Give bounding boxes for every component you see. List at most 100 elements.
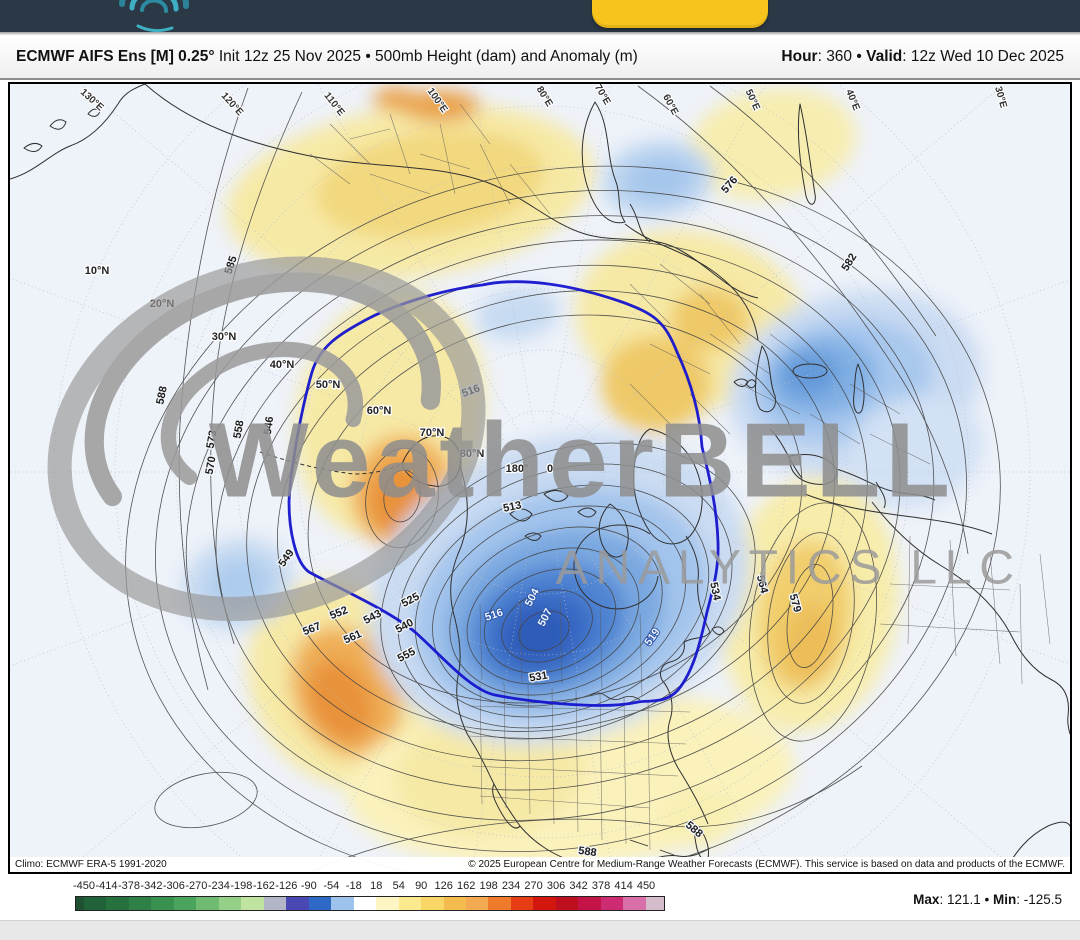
lat-label: 60°N xyxy=(367,405,392,417)
lon-label: 40°E xyxy=(843,88,861,113)
weather-map: 585 588 573 558 546 570 549 525 552 543 540 567 561 5… xyxy=(8,82,1072,874)
lat-label: 50°N xyxy=(316,379,341,391)
product-header: ECMWF AIFS Ens [M] 0.25° Init 12z 25 Nov… xyxy=(0,35,1080,80)
colorbar-cell xyxy=(241,897,264,910)
colorbar-tick-label: -18 xyxy=(345,880,362,892)
colorbar-cell xyxy=(286,897,309,910)
topbar-divider xyxy=(0,32,1080,35)
colorbar-tick-label: -162 xyxy=(252,880,275,892)
colorbar-cell xyxy=(128,897,152,910)
contour-label: 534 xyxy=(707,581,723,602)
colorbar-tick-label: -270 xyxy=(185,880,208,892)
colorbar-cell xyxy=(488,897,511,910)
colorbar-tick-label: 162 xyxy=(456,880,476,892)
lat-label: 0 xyxy=(547,463,553,475)
interior-borders xyxy=(309,103,1051,851)
colorbar-cell xyxy=(623,897,646,910)
colorbar xyxy=(75,896,665,911)
colorbar-cell xyxy=(76,897,84,910)
colorbar-tick-label: 126 xyxy=(434,880,453,892)
colorbar-cell xyxy=(353,897,377,910)
map-footer: Climo: ECMWF ERA-5 1991-2020 © 2025 Euro… xyxy=(10,857,1070,872)
contour-label: 585 xyxy=(223,254,240,275)
contour-label: 570 xyxy=(204,455,219,475)
colorbar-tick-label: -306 xyxy=(162,880,185,892)
colorbar-tick-label: 90 xyxy=(415,880,428,892)
colorbar-cell xyxy=(376,897,399,910)
colorbar-cell xyxy=(218,897,242,910)
lon-label: 30°E xyxy=(992,85,1009,109)
cta-button[interactable] xyxy=(592,0,768,28)
contour-label: 582 xyxy=(840,251,860,273)
colorbar-tick-label: -342 xyxy=(140,880,163,892)
colorbar-tick-label: 414 xyxy=(614,880,633,892)
colorbar-cell xyxy=(263,897,287,910)
lat-label: 80°N xyxy=(460,448,485,460)
colorbar-tick-label: 450 xyxy=(636,880,656,892)
colorbar-tick-label: 378 xyxy=(591,880,611,892)
colorbar-tick-label: -54 xyxy=(323,880,340,892)
contour-label: 531 xyxy=(528,670,548,685)
colorbar-band: -450 -414 -378 -342 -306 -270 -234 -198 -162 -126… xyxy=(0,874,1080,920)
colorbar-cell xyxy=(84,897,107,910)
contour-label: 588 xyxy=(154,385,170,405)
lat-label: 10°N xyxy=(85,265,110,277)
weatherbell-swirl-icon xyxy=(119,0,190,32)
product-title: ECMWF AIFS Ens [M] 0.25° Init 12z 25 Nov… xyxy=(16,48,638,66)
colorbar-cell xyxy=(151,897,174,910)
site-topbar xyxy=(0,0,1080,32)
lat-label: 40°N xyxy=(270,359,295,371)
colorbar-tick-label: -450 xyxy=(72,880,96,892)
lon-label: 120°E xyxy=(219,90,246,118)
valid-time: Hour: 360 • Valid: 12z Wed 10 Dec 2025 xyxy=(781,47,1064,65)
anomaly-shading xyxy=(182,87,984,869)
colorbar-tick-label: 18 xyxy=(370,880,383,892)
colorbar-tick-label: -414 xyxy=(95,880,118,892)
colorbar-tick-label: 306 xyxy=(546,880,566,892)
colorbar-cell xyxy=(106,897,129,910)
lat-label: 70°N xyxy=(420,427,445,439)
colorbar-cell xyxy=(308,897,332,910)
page-bottom-strip xyxy=(0,920,1080,940)
contour-label: 513 xyxy=(502,499,522,515)
colorbar-tick-label: 54 xyxy=(392,880,405,892)
colorbar-tick-label: 270 xyxy=(524,880,543,892)
contour-label: 546 xyxy=(262,416,276,436)
colorbar-cell xyxy=(555,897,579,910)
colorbar-cell xyxy=(398,897,422,910)
colorbar-cell xyxy=(331,897,354,910)
colorbar-cell xyxy=(465,897,489,910)
colorbar-tick-label: -234 xyxy=(207,880,230,892)
lon-label: 80°E xyxy=(534,85,555,110)
colorbar-cell xyxy=(533,897,556,910)
colorbar-cell xyxy=(443,897,466,910)
copyright-note: © 2025 European Centre for Medium-Range … xyxy=(468,859,1065,870)
lon-label: 130°E xyxy=(78,87,106,114)
init-and-field: Init 12z 25 Nov 2025 • 500mb Height (dam… xyxy=(214,47,638,65)
lat-label: 20°N xyxy=(150,298,175,310)
colorbar-tick-label: 234 xyxy=(501,880,521,892)
colorbar-cell xyxy=(645,897,664,910)
colorbar-tick-label: -378 xyxy=(117,880,140,892)
colorbar-tick-label: 198 xyxy=(479,880,498,892)
colorbar-tick-label: -198 xyxy=(230,880,253,892)
contour-label: 588 xyxy=(577,845,597,859)
climo-note: Climo: ECMWF ERA-5 1991-2020 xyxy=(15,859,167,870)
contour-label: 573 xyxy=(205,429,220,449)
colorbar-cell xyxy=(421,897,444,910)
lon-label: 110°E xyxy=(321,91,346,119)
colorbar-cell xyxy=(578,897,601,910)
contour-label: 558 xyxy=(232,419,247,439)
colorbar-cell xyxy=(510,897,534,910)
colorbar-cell xyxy=(173,897,197,910)
colorbar-tick-label: -126 xyxy=(275,880,298,892)
colorbar-cell xyxy=(600,897,624,910)
lat-label: 30°N xyxy=(212,331,237,343)
colorbar-cell xyxy=(196,897,219,910)
model-name: ECMWF AIFS Ens [M] 0.25° xyxy=(16,47,215,65)
colorbar-tick-label: -90 xyxy=(300,880,317,892)
lat-label: 180° xyxy=(506,463,529,475)
max-min-readout: Max: 121.1 • Min: -125.5 xyxy=(913,892,1062,907)
colorbar-tick-label: 342 xyxy=(569,880,588,892)
